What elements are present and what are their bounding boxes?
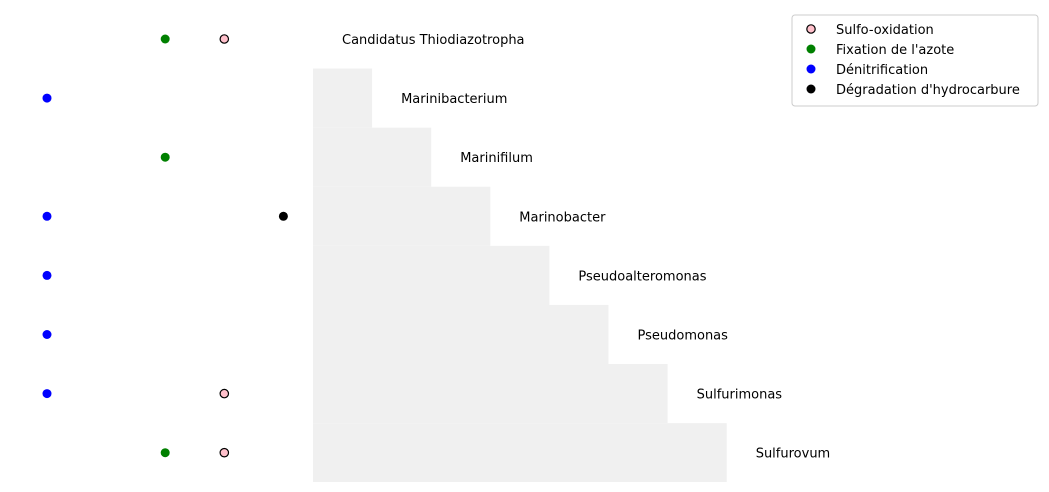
genus-label: Pseudomonas: [638, 329, 729, 344]
data-point: [219, 447, 230, 458]
shading-step: [313, 304, 609, 365]
shading-step: [313, 364, 668, 424]
data-point: [160, 152, 170, 162]
data-point: [219, 34, 230, 44]
legend-marker: [806, 64, 816, 74]
genus-label: Marinibacterium: [401, 92, 507, 107]
legend-marker: [806, 44, 816, 54]
genus-label: Pseudoalteromonas: [578, 269, 706, 284]
data-point: [219, 388, 230, 399]
data-point: [42, 211, 52, 221]
genus-label: Candidatus Thiodiazotropha: [342, 33, 525, 48]
data-point: [160, 34, 170, 44]
shading-step: [313, 186, 491, 246]
genus-labels: Candidatus Thiodiazotropha Marinibacteriu…: [342, 33, 830, 462]
shading-step: [313, 68, 373, 128]
genus-label: Sulfurimonas: [697, 388, 783, 403]
legend-label: Dégradation d'hydrocarbure: [836, 83, 1020, 98]
data-point: [42, 93, 52, 103]
genus-label: Marinobacter: [519, 210, 606, 225]
data-point: [42, 270, 52, 280]
legend-label: Sulfo-oxidation: [836, 23, 934, 38]
legend: Sulfo-oxidation Fixation de l'azote Dénitr…: [791, 14, 1039, 107]
genus-label: Marinifilum: [460, 151, 533, 166]
shading-step: [313, 423, 727, 482]
legend-label: Fixation de l'azote: [836, 43, 954, 58]
genus-label: Sulfurovum: [756, 447, 831, 462]
points-layer: [42, 34, 288, 458]
data-point: [278, 211, 288, 221]
legend-marker: [806, 84, 816, 94]
legend-label: Dénitrification: [836, 63, 928, 78]
data-point: [42, 389, 52, 399]
legend-marker: [806, 24, 816, 34]
shading-step: [313, 245, 550, 305]
shading-step: [313, 127, 432, 187]
data-point: [42, 330, 52, 339]
data-point: [160, 448, 170, 458]
legend-frame: [791, 14, 1039, 107]
staircase-shading: [313, 68, 727, 482]
